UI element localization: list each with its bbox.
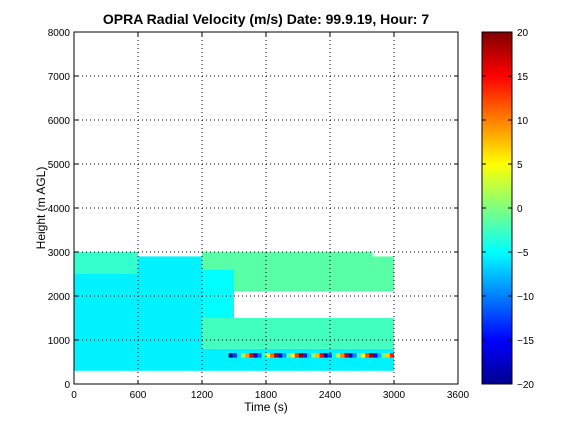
velocity-cell-extreme: [348, 353, 353, 358]
velocity-cell-extreme: [385, 353, 390, 358]
velocity-cell-extreme: [356, 353, 361, 358]
y-tick-label: 2000: [48, 292, 71, 303]
velocity-cell: [74, 252, 138, 274]
velocity-cell-extreme: [294, 353, 299, 358]
velocity-cell-extreme: [344, 353, 349, 358]
y-tick-label: 1000: [48, 336, 71, 347]
velocity-cell-extreme: [389, 353, 394, 358]
velocity-cell-extreme: [282, 353, 287, 358]
x-axis-label: Time (s): [244, 400, 288, 414]
grid-lines: [74, 32, 458, 384]
y-tick-label: 4000: [48, 204, 71, 215]
y-tick-label: 8000: [48, 28, 71, 39]
velocity-cell-extreme: [245, 353, 250, 358]
x-axis-ticks: 0 600 1200 1800 2400 3000 3600: [71, 32, 470, 401]
velocity-cell-extreme: [381, 353, 386, 358]
y-tick-label: 3000: [48, 248, 71, 259]
y-axis-ticks: 0 1000 2000 3000 4000 5000 6000 7000 8000: [48, 28, 458, 391]
velocity-cell-extreme: [307, 353, 312, 358]
velocity-cell: [202, 252, 373, 270]
y-tick-label: 0: [64, 380, 70, 391]
x-tick-label: 600: [130, 390, 147, 401]
colorbar-ticks: −20 −15 −10 −5 0 5 10 15 20: [482, 28, 534, 391]
velocity-cell-extreme: [265, 353, 270, 358]
colorbar-tick-label: −15: [517, 336, 534, 347]
velocity-cell-extreme: [232, 353, 237, 358]
velocity-cell-extreme: [274, 353, 279, 358]
colorbar-tick-label: 10: [517, 116, 529, 127]
velocity-cell-extreme: [253, 353, 258, 358]
x-tick-label: 3000: [383, 390, 406, 401]
colorbar-tick-label: −5: [517, 248, 529, 259]
y-tick-label: 5000: [48, 160, 71, 171]
x-tick-label: 1200: [191, 390, 214, 401]
velocity-cell-extreme: [290, 353, 295, 358]
velocity-cell-extreme: [298, 353, 304, 358]
velocity-cell-extreme: [286, 353, 291, 358]
velocity-cell-extreme: [270, 353, 275, 358]
colorbar: −20 −15 −10 −5 0 5 10 15 20: [481, 28, 534, 391]
velocity-cell-extreme: [236, 353, 242, 358]
velocity-cell-extreme: [319, 353, 324, 358]
velocity-cell-extreme: [249, 353, 254, 358]
x-tick-label: 3600: [447, 390, 470, 401]
colorbar-tick-label: 5: [517, 160, 523, 171]
y-tick-label: 6000: [48, 116, 71, 127]
colorbar-tick-label: −10: [517, 292, 534, 303]
velocity-cell-extreme: [278, 353, 283, 358]
velocity-cell-extreme: [340, 353, 345, 358]
velocity-cell-extreme: [336, 353, 341, 358]
velocity-cell: [202, 318, 394, 349]
velocity-cell-extreme: [303, 353, 308, 358]
velocity-cell: [74, 256, 202, 371]
colorbar-tick-label: 20: [517, 28, 529, 39]
velocity-cell-extreme: [332, 353, 337, 358]
velocity-cell-extreme: [360, 353, 366, 358]
colorbar-tick-label: −20: [517, 380, 534, 391]
y-tick-label: 7000: [48, 72, 71, 83]
velocity-cell-extreme: [369, 353, 374, 358]
x-tick-label: 1800: [255, 390, 278, 401]
y-axis-label: Height (m AGL): [34, 167, 48, 250]
colorbar-tick-label: 15: [517, 72, 529, 83]
velocity-cell-extreme: [352, 353, 357, 358]
velocity-cell-extreme: [365, 353, 370, 358]
velocity-cell-extreme: [323, 353, 328, 358]
velocity-cell-extreme: [228, 353, 233, 358]
velocity-cell-extreme: [327, 353, 332, 358]
velocity-cell: [202, 348, 394, 371]
velocity-field: [74, 252, 394, 371]
velocity-cell-extreme: [311, 353, 316, 358]
velocity-cell-extreme: [257, 353, 262, 358]
velocity-cell-extreme: [315, 353, 320, 358]
velocity-cell-extreme: [261, 353, 266, 358]
velocity-cell-extreme: [241, 353, 246, 358]
x-tick-label: 0: [71, 390, 77, 401]
colorbar-gradient: [481, 31, 513, 385]
velocity-cell-extreme: [373, 353, 378, 358]
velocity-cell-extreme: [377, 353, 382, 358]
chart-title: OPRA Radial Velocity (m/s) Date: 99.9.19…: [103, 11, 429, 27]
x-tick-label: 2400: [319, 390, 342, 401]
plot-area: 0 600 1200 1800 2400 3000 3600 0 1000 2000 3000 40…: [48, 28, 470, 401]
colorbar-tick-label: 0: [517, 204, 523, 215]
